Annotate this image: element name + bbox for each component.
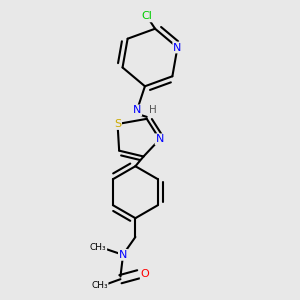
Text: S: S bbox=[114, 119, 121, 129]
Text: O: O bbox=[141, 269, 149, 279]
Text: Cl: Cl bbox=[142, 11, 152, 21]
Text: N: N bbox=[133, 105, 141, 116]
Text: CH₃: CH₃ bbox=[90, 243, 106, 252]
Text: H: H bbox=[149, 105, 157, 116]
Text: CH₃: CH₃ bbox=[91, 280, 108, 290]
Text: N: N bbox=[155, 134, 164, 144]
Text: N: N bbox=[119, 250, 127, 260]
Text: N: N bbox=[173, 43, 181, 52]
